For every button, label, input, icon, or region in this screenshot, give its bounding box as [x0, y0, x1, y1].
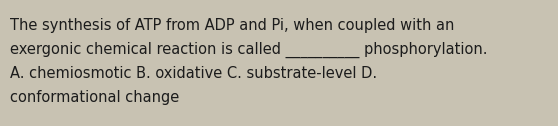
Text: conformational change: conformational change [10, 90, 179, 105]
Text: exergonic chemical reaction is called __________ phosphorylation.: exergonic chemical reaction is called __… [10, 42, 488, 58]
Text: A. chemiosmotic B. oxidative C. substrate-level D.: A. chemiosmotic B. oxidative C. substrat… [10, 66, 377, 81]
Text: The synthesis of ATP from ADP and Pi, when coupled with an: The synthesis of ATP from ADP and Pi, wh… [10, 18, 454, 33]
